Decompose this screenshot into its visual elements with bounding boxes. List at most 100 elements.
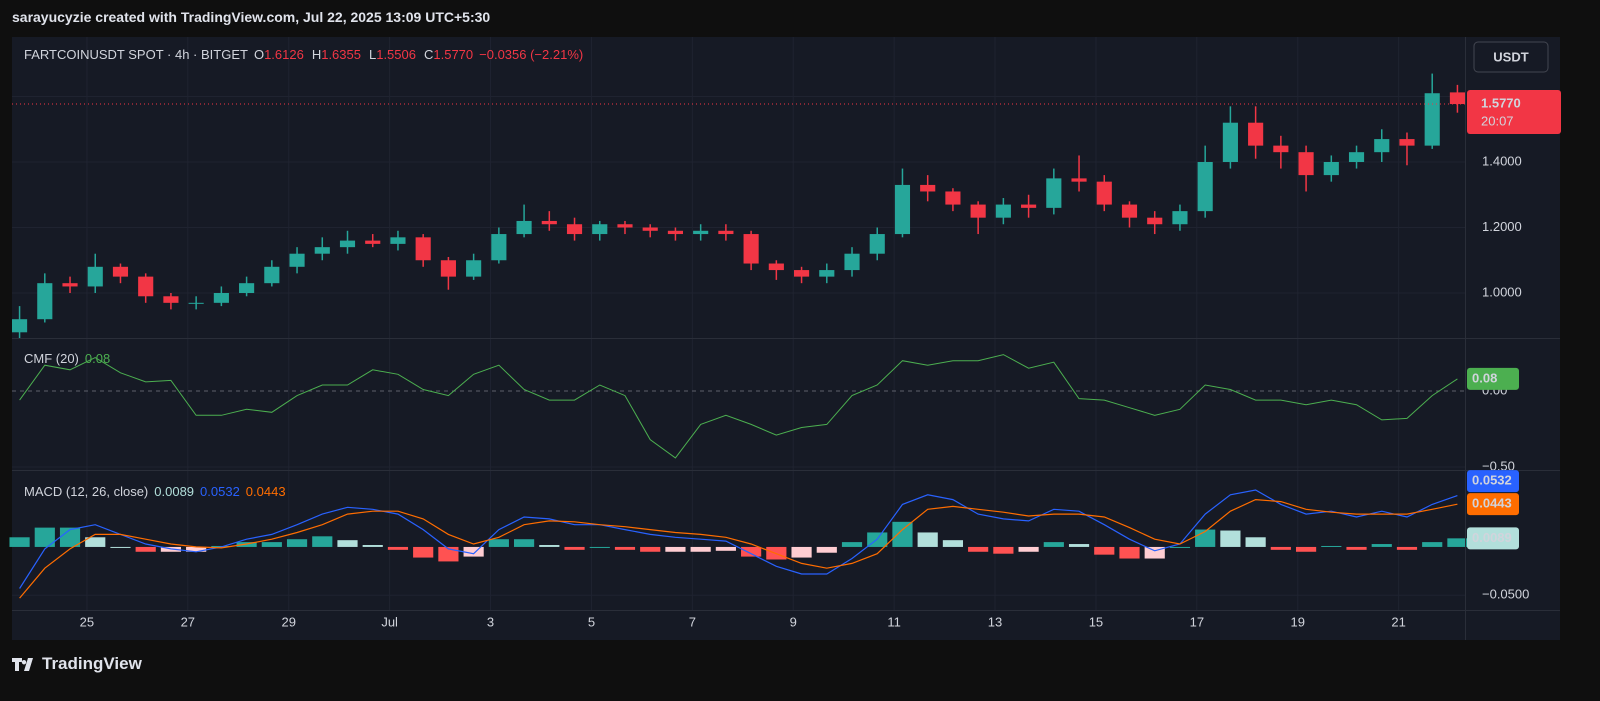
last-price-tag xyxy=(1467,90,1561,135)
candle-body xyxy=(1449,92,1465,105)
brand-logo xyxy=(12,658,33,671)
x-tick-label: 3 xyxy=(487,614,494,629)
candle-body xyxy=(945,191,961,205)
x-tick-label: 15 xyxy=(1089,614,1103,629)
candle-body xyxy=(970,204,986,218)
countdown: 20:07 xyxy=(1481,113,1514,128)
histogram-bar xyxy=(513,539,535,547)
ohlc-label: O xyxy=(253,47,265,62)
histogram-bar xyxy=(1094,546,1115,555)
histogram-bar xyxy=(892,521,913,547)
currency[interactable]: USDT xyxy=(1493,49,1528,64)
candle-body xyxy=(667,230,684,235)
value-tag xyxy=(1467,470,1519,493)
histogram-bar xyxy=(286,539,308,547)
histogram-bar xyxy=(539,545,560,547)
grid xyxy=(12,37,1465,610)
histogram-bar xyxy=(34,527,55,547)
x-tick-label: 5 xyxy=(588,614,595,629)
candle-body xyxy=(693,230,709,235)
candle-body xyxy=(289,253,305,267)
candle-body xyxy=(1071,178,1087,182)
x-tick-label: 21 xyxy=(1391,614,1405,629)
histogram-bar xyxy=(387,546,409,550)
candle-body xyxy=(1374,139,1390,153)
candle-body xyxy=(768,263,784,271)
candle-body xyxy=(466,260,482,277)
indicator-line xyxy=(19,354,1458,459)
candle-body xyxy=(642,227,658,231)
indicator-line xyxy=(19,498,1458,599)
price-labels: 1.5770 20:07 0.08 0.0532 0.0443 0.0089 xyxy=(1467,90,1561,550)
candle-body xyxy=(1197,162,1213,212)
ohlc-value: 1.6126 xyxy=(264,47,304,62)
histogram-bar xyxy=(942,540,964,547)
candle-body xyxy=(339,240,356,248)
candle-body xyxy=(516,220,532,235)
histogram-bar xyxy=(438,546,459,562)
histogram-bar xyxy=(1396,546,1418,550)
x-tick-label: 13 xyxy=(988,614,1002,629)
value-tag-label: 0.0532 xyxy=(1472,473,1512,488)
histogram-bar xyxy=(968,546,989,552)
ohlc-value: 1.5770 xyxy=(433,47,474,62)
value-tag-label: 0.0089 xyxy=(1472,530,1512,545)
x-tick-label: 19 xyxy=(1291,614,1305,629)
histogram-bar xyxy=(1346,546,1367,550)
histogram-bar xyxy=(841,542,863,547)
ohlc-value: 1.6355 xyxy=(321,47,361,62)
histogram-bar xyxy=(1043,542,1064,547)
candle-body xyxy=(1096,181,1112,205)
histogram-bar xyxy=(665,546,686,552)
candle-body xyxy=(314,247,330,254)
indicator-value: 0.08 xyxy=(84,351,111,366)
histogram-bar xyxy=(614,546,636,550)
candle-body xyxy=(1298,152,1314,176)
value-tag xyxy=(1467,527,1519,550)
x-tick-label: 29 xyxy=(281,614,295,629)
histogram-bar xyxy=(362,545,383,547)
currency-button[interactable] xyxy=(1473,41,1549,73)
candle-body xyxy=(491,234,507,261)
indicator-value: 0.0532 xyxy=(200,484,240,499)
price-legend: FARTCOINUSDT SPOT · 4h · BITGET O1.6126 H… xyxy=(24,47,583,62)
histogram-bar xyxy=(1169,546,1191,548)
histogram-bar xyxy=(1295,546,1317,552)
histogram-bar xyxy=(488,539,509,547)
y-tick-label: −0.0500 xyxy=(1482,587,1529,602)
ohlc-value: 1.5506 xyxy=(376,47,416,62)
candle-body xyxy=(1273,145,1289,153)
histogram-bar xyxy=(1447,538,1468,547)
candle-body xyxy=(617,224,633,228)
indicator-title: CMF (20) xyxy=(24,351,79,366)
histogram-bar xyxy=(1220,530,1241,547)
ohlc: O1.6126 H1.6355 L1.5506 C1.5770 xyxy=(254,47,473,62)
candle-body xyxy=(87,266,103,287)
candle-body xyxy=(566,224,583,235)
logo-icon xyxy=(12,658,33,671)
value-tag-label: 0.08 xyxy=(1472,370,1497,385)
x-tick-label: 9 xyxy=(790,614,797,629)
candle-body xyxy=(1248,122,1264,146)
indicator-value: 0.0089 xyxy=(154,484,195,499)
x-tick-label: 11 xyxy=(887,614,901,629)
histogram-bar xyxy=(110,546,131,548)
ohlc-item: H1.6355 xyxy=(312,47,361,62)
histogram-bar xyxy=(463,546,484,557)
brand: TradingView xyxy=(42,654,142,673)
value-tag xyxy=(1467,493,1519,516)
candle-body xyxy=(239,283,255,294)
indicator-line xyxy=(19,489,1458,589)
candle-body xyxy=(1222,122,1238,163)
histogram-bar xyxy=(715,546,736,551)
candle-body xyxy=(440,260,456,277)
histogram-bar xyxy=(1068,544,1090,547)
candle-body xyxy=(894,184,911,235)
y-tick-label: −0.50 xyxy=(1482,458,1515,473)
y-tick-label: 1.4000 xyxy=(1482,153,1522,168)
histogram-bar xyxy=(261,542,282,547)
candle-body xyxy=(213,293,229,303)
x-tick-label: 27 xyxy=(181,614,195,629)
candle-body xyxy=(718,230,734,235)
